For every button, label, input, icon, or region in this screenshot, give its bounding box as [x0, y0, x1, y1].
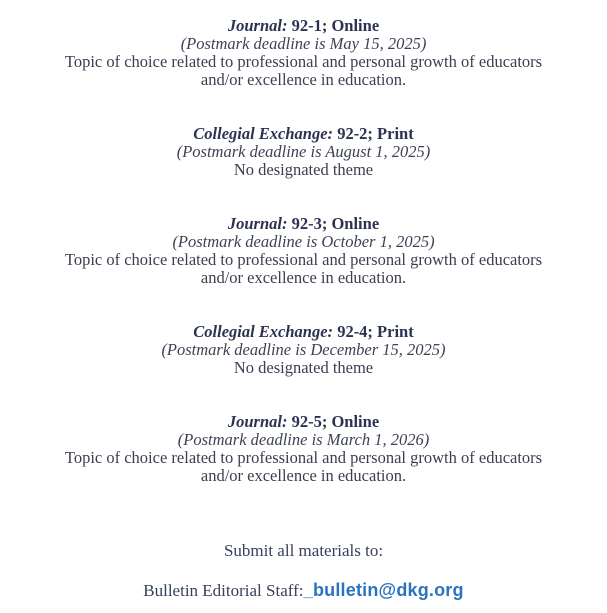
- email-separator: _: [303, 581, 313, 600]
- contact-label: Bulletin Editorial Staff:: [143, 581, 304, 600]
- submission-footer: Submit all materials to: Bulletin Editor…: [0, 542, 607, 600]
- issue-theme: Topic of choice related to professional …: [4, 449, 603, 485]
- theme-line: Topic of choice related to professional …: [64, 448, 543, 467]
- issue-theme: Topic of choice related to professional …: [4, 251, 603, 287]
- theme-line: and/or excellence in education.: [200, 466, 407, 485]
- postmark-deadline: (Postmark deadline is October 1, 2025): [172, 232, 435, 251]
- theme-line: No designated theme: [233, 358, 374, 377]
- publication-name: Journal:: [227, 412, 288, 431]
- issue-theme: No designated theme: [4, 359, 603, 377]
- theme-line: Topic of choice related to professional …: [64, 250, 543, 269]
- publication-name: Collegial Exchange:: [193, 322, 334, 341]
- issue-theme: Topic of choice related to professional …: [4, 53, 603, 89]
- submit-contact-line: Bulletin Editorial Staff:_bulletin@dkg.o…: [0, 581, 607, 600]
- issue-number: 92-4; Print: [337, 322, 414, 341]
- theme-line: Topic of choice related to professional …: [64, 52, 543, 71]
- issue-number: 92-3; Online: [291, 214, 380, 233]
- issue-block-collegial-exchange-92-4: Collegial Exchange: 92-4; Print (Postmar…: [4, 323, 603, 377]
- theme-line: and/or excellence in education.: [200, 70, 407, 89]
- publication-name: Journal:: [227, 214, 288, 233]
- publication-name: Journal:: [227, 16, 288, 35]
- theme-line: No designated theme: [233, 160, 374, 179]
- issue-block-journal-92-1: Journal: 92-1; Online (Postmark deadline…: [4, 17, 603, 89]
- email-link[interactable]: bulletin@dkg.org: [312, 580, 464, 600]
- postmark-deadline: (Postmark deadline is August 1, 2025): [176, 142, 431, 161]
- issue-title: Collegial Exchange: 92-2; Print: [4, 125, 603, 143]
- issue-title: Journal: 92-3; Online: [4, 215, 603, 233]
- postmark-deadline: (Postmark deadline is March 1, 2026): [177, 430, 430, 449]
- issue-title: Collegial Exchange: 92-4; Print: [4, 323, 603, 341]
- issue-block-journal-92-5: Journal: 92-5; Online (Postmark deadline…: [4, 413, 603, 485]
- postmark-deadline: (Postmark deadline is May 15, 2025): [180, 34, 427, 53]
- publication-name: Collegial Exchange:: [193, 124, 334, 143]
- issue-theme: No designated theme: [4, 161, 603, 179]
- issue-title: Journal: 92-5; Online: [4, 413, 603, 431]
- issue-block-journal-92-3: Journal: 92-3; Online (Postmark deadline…: [4, 215, 603, 287]
- issue-title: Journal: 92-1; Online: [4, 17, 603, 35]
- issue-number: 92-2; Print: [337, 124, 414, 143]
- issue-number: 92-1; Online: [291, 16, 380, 35]
- submit-instruction: Submit all materials to:: [223, 541, 384, 560]
- theme-line: and/or excellence in education.: [200, 268, 407, 287]
- postmark-deadline: (Postmark deadline is December 15, 2025): [161, 340, 446, 359]
- issue-number: 92-5; Online: [291, 412, 380, 431]
- issue-block-collegial-exchange-92-2: Collegial Exchange: 92-2; Print (Postmar…: [4, 125, 603, 179]
